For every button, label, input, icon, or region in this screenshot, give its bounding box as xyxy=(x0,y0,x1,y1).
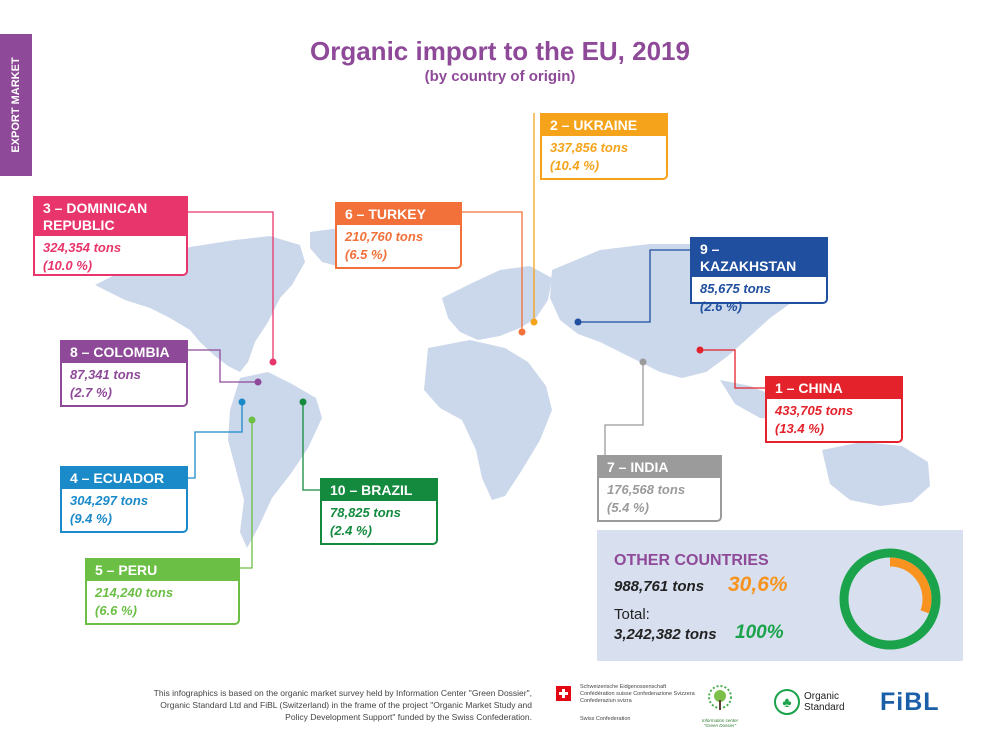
turkey-tons: 210,760 tons xyxy=(345,229,424,244)
turkey-title: 6 – TURKEY xyxy=(337,204,460,225)
india-title: 7 – INDIA xyxy=(599,457,720,478)
china-tons: 433,705 tons xyxy=(775,403,854,418)
ecuador-pin xyxy=(238,398,246,406)
dominican-connector xyxy=(188,211,274,362)
total-tons: 3,242,382 tons xyxy=(614,626,717,643)
kazakhstan-tons: 85,675 tons xyxy=(700,281,771,296)
brazil-connector xyxy=(302,402,320,491)
kazakhstan-pin xyxy=(574,318,582,326)
ukraine-pin xyxy=(530,318,538,326)
other-countries-heading: OTHER COUNTRIES xyxy=(614,552,769,569)
swiss-logo-text: Schweizerische Eidgenossenschaft Confédé… xyxy=(580,684,695,704)
ukraine-percent: (10.4 %) xyxy=(550,158,600,173)
colombia-percent: (2.7 %) xyxy=(70,385,112,400)
ukraine-card: 2 – UKRAINE 337,856 tons (10.4 %) xyxy=(540,113,668,180)
brazil-pin xyxy=(299,398,307,406)
page-title: Organic import to the EU, 2019 xyxy=(310,36,690,66)
organic-standard-text: Organic Standard xyxy=(804,691,845,713)
other-countries-tons: 988,761 tons xyxy=(614,578,705,595)
dominican-percent: (10.0 %) xyxy=(43,258,93,273)
other-countries-percent: 30,6% xyxy=(728,573,788,596)
kazakhstan-title: 9 – KAZAKHSTAN xyxy=(692,239,826,277)
india-pin xyxy=(639,358,647,366)
page-subtitle: (by country of origin) xyxy=(424,68,576,85)
peru-connector xyxy=(240,420,253,569)
australia xyxy=(822,442,930,506)
total-label: Total: xyxy=(614,606,650,623)
india-connector xyxy=(604,362,644,455)
dominican-card: 3 – DOMINICAN REPUBLIC 324,354 tons (10.0 … xyxy=(33,196,188,276)
peru-pin xyxy=(248,416,256,424)
ukraine-tons: 337,856 tons xyxy=(550,140,629,155)
brazil-title: 10 – BRAZIL xyxy=(322,480,436,501)
ukraine-title: 2 – UKRAINE xyxy=(542,115,666,136)
fibl-logo: FiBL xyxy=(880,688,940,716)
china-connector xyxy=(700,349,765,389)
dominican-pin xyxy=(269,358,277,366)
brazil-tons: 78,825 tons xyxy=(330,505,401,520)
africa xyxy=(424,340,552,500)
turkey-connector xyxy=(462,211,523,332)
share-donut xyxy=(839,548,941,650)
dominican-title: 3 – DOMINICAN REPUBLIC xyxy=(35,198,186,236)
china-percent: (13.4 %) xyxy=(775,421,825,436)
colombia-connector xyxy=(188,349,258,383)
colombia-tons: 87,341 tons xyxy=(70,367,141,382)
china-pin xyxy=(696,346,704,354)
total-ring xyxy=(839,548,941,650)
footnote: This infographics is based on the organi… xyxy=(153,688,532,722)
colombia-pin xyxy=(254,378,262,386)
ecuador-tons: 304,297 tons xyxy=(70,493,149,508)
ecuador-connector xyxy=(188,402,243,479)
continents xyxy=(95,226,930,548)
india-tons: 176,568 tons xyxy=(607,482,686,497)
swiss-logo-caption: Swiss Confederation xyxy=(580,716,631,722)
brazil-card: 10 – BRAZIL 78,825 tons (2.4 %) xyxy=(320,478,438,545)
europe xyxy=(442,266,552,340)
kazakhstan-card: 9 – KAZAKHSTAN 85,675 tons (2.6 %) xyxy=(690,237,828,314)
turkey-pin xyxy=(518,328,526,336)
other-countries-panel: OTHER COUNTRIES 988,761 tons 30,6% Total… xyxy=(597,530,963,661)
ecuador-card: 4 – ECUADOR 304,297 tons (9.4 %) xyxy=(60,466,188,533)
peru-percent: (6.6 %) xyxy=(95,603,137,618)
ecuador-percent: (9.4 %) xyxy=(70,511,112,526)
total-percent: 100% xyxy=(735,622,784,643)
brazil-percent: (2.4 %) xyxy=(330,523,372,538)
india-card: 7 – INDIA 176,568 tons (5.4 %) xyxy=(597,455,722,522)
ecuador-title: 4 – ECUADOR xyxy=(62,468,186,489)
green-dossier-caption: Information center "Green Dossier" xyxy=(701,718,739,728)
export-market-tab: EXPORT MARKET xyxy=(0,34,32,176)
peru-tons: 214,240 tons xyxy=(95,585,174,600)
swiss-flag-icon xyxy=(556,686,571,701)
turkey-percent: (6.5 %) xyxy=(345,247,387,262)
turkey-card: 6 – TURKEY 210,760 tons (6.5 %) xyxy=(335,202,462,269)
dominican-tons: 324,354 tons xyxy=(43,240,122,255)
green-dossier-logo: Information center "Green Dossier" xyxy=(700,683,740,728)
tree-icon xyxy=(708,685,732,710)
peru-card: 5 – PERU 214,240 tons (6.6 %) xyxy=(85,558,240,625)
peru-title: 5 – PERU xyxy=(87,560,238,581)
china-title: 1 – CHINA xyxy=(767,378,901,399)
kazakhstan-percent: (2.6 %) xyxy=(700,299,742,314)
leaf-icon: ♣ xyxy=(774,689,800,715)
colombia-card: 8 – COLOMBIA 87,341 tons (2.7 %) xyxy=(60,340,188,407)
other-share-ring xyxy=(848,557,932,641)
china-card: 1 – CHINA 433,705 tons (13.4 %) xyxy=(765,376,903,443)
india-percent: (5.4 %) xyxy=(607,500,649,515)
colombia-title: 8 – COLOMBIA xyxy=(62,342,186,363)
kazakhstan-connector xyxy=(578,249,690,323)
